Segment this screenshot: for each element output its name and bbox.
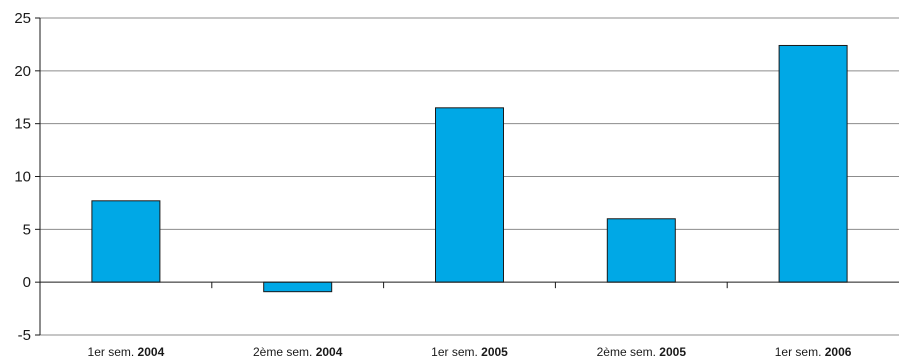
- x-category-label: 1er sem. 2006: [775, 345, 852, 359]
- bar: [778, 44, 848, 283]
- y-tick-label: 25: [14, 10, 31, 27]
- bar: [91, 200, 161, 283]
- category-prefix: 1er sem.: [775, 345, 825, 359]
- axes: [39, 18, 899, 335]
- y-tick-label: 5: [23, 221, 31, 238]
- y-tick-label: 15: [14, 116, 31, 133]
- bar: [435, 107, 504, 283]
- x-category-label: 1er sem. 2004: [88, 345, 165, 359]
- bars: [91, 44, 848, 293]
- x-category-label: 1er sem. 2005: [431, 345, 508, 359]
- category-prefix: 1er sem.: [431, 345, 481, 359]
- x-category-label: 2ème sem. 2005: [597, 345, 687, 359]
- category-year: 2006: [825, 345, 852, 359]
- bar: [606, 218, 676, 283]
- category-year: 2004: [316, 345, 343, 359]
- x-category-label: 2ème sem. 2004: [253, 345, 343, 359]
- category-prefix: 2ème sem.: [253, 345, 316, 359]
- category-prefix: 2ème sem.: [597, 345, 660, 359]
- y-tick-label: 0: [23, 274, 31, 291]
- category-year: 2005: [481, 345, 508, 359]
- x-category-labels: 1er sem. 2004 2ème sem. 2004 1er sem. 2005…: [88, 345, 852, 359]
- category-year: 2004: [138, 345, 165, 359]
- y-tick-label: 20: [14, 63, 31, 80]
- category-prefix: 1er sem.: [88, 345, 138, 359]
- category-year: 2005: [659, 345, 686, 359]
- bar: [263, 281, 333, 293]
- y-tick-label: -5: [18, 327, 31, 344]
- y-tick-labels: -5 0 5 10 15 20 25: [14, 10, 31, 344]
- y-tick-label: 10: [14, 169, 31, 186]
